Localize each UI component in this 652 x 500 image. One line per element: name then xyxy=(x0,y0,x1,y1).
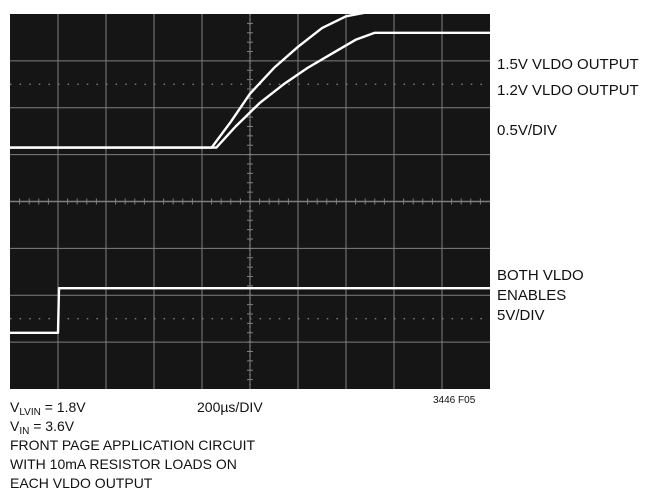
label-1-2v-output: 1.2V VLDO OUTPUT xyxy=(497,82,639,99)
vlvin-subscript: LVIN xyxy=(19,407,41,418)
label-enables-line2: ENABLES xyxy=(497,287,567,304)
trace-2 xyxy=(10,31,490,149)
vlvin-symbol: V xyxy=(10,399,20,415)
note-each-output: EACH VLDO OUTPUT xyxy=(10,475,153,491)
trace-3 xyxy=(10,287,490,334)
figure-id: 3446 F05 xyxy=(433,395,476,406)
label-enables-scale: 5V/DIV xyxy=(497,307,545,324)
note-resistor-loads: WITH 10mA RESISTOR LOADS ON xyxy=(10,456,237,472)
note-vin: VIN = 3.6V xyxy=(10,418,75,437)
timebase-label: 200µs/DIV xyxy=(197,399,263,415)
note-vlvin: VLVIN = 1.8V xyxy=(10,399,86,418)
vlvin-value: = 1.8V xyxy=(40,399,86,415)
vin-symbol: V xyxy=(10,418,20,434)
label-output-scale: 0.5V/DIV xyxy=(497,122,558,139)
vin-value: = 3.6V xyxy=(29,418,75,434)
traces xyxy=(10,10,490,334)
label-1-5v-output: 1.5V VLDO OUTPUT xyxy=(497,56,639,73)
note-application-circuit: FRONT PAGE APPLICATION CIRCUIT xyxy=(10,437,256,453)
trace-1 xyxy=(10,10,490,149)
label-enables-line1: BOTH VLDO xyxy=(497,267,584,284)
graticule xyxy=(10,14,490,389)
vin-subscript: IN xyxy=(19,426,30,437)
